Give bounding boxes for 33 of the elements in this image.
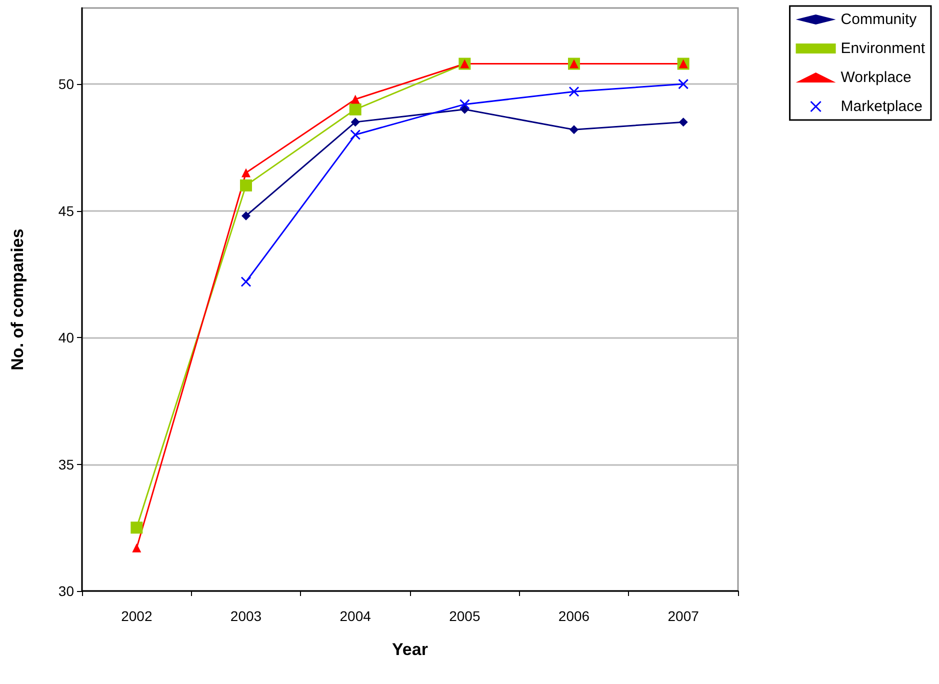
point: [678, 78, 689, 90]
y-tick-label: 50: [58, 76, 74, 92]
y-tick-label: 30: [58, 583, 74, 599]
x-tick-label: 2007: [668, 608, 700, 624]
point: [350, 129, 361, 140]
x-tick-label: 2005: [449, 608, 480, 624]
y-tick-label: 45: [58, 202, 74, 219]
point: [350, 118, 360, 127]
point: [678, 118, 688, 127]
y-tick-label: 35: [58, 456, 74, 472]
legend-label: Marketplace: [840, 98, 922, 115]
point: [242, 168, 250, 178]
point: [132, 543, 142, 552]
point: [570, 125, 578, 134]
legend-label: Environment: [840, 40, 926, 57]
point: [240, 276, 252, 288]
point: [350, 94, 360, 104]
x-tick-label: 2003: [230, 608, 262, 624]
point: [240, 179, 252, 192]
point: [130, 522, 143, 534]
point: [242, 211, 250, 220]
y-axis-title: No. of companies: [8, 228, 27, 370]
point: [349, 103, 362, 116]
legend-label: Community: [840, 11, 918, 28]
point: [459, 99, 470, 110]
x-axis-title: Year: [392, 640, 428, 659]
point: [460, 104, 470, 114]
point: [568, 86, 580, 97]
x-tick-label: 2006: [558, 608, 590, 624]
x-tick-label: 2002: [121, 608, 152, 624]
y-tick-label: 40: [58, 330, 74, 346]
legend-label: Workplace: [840, 69, 912, 86]
x-tick-label: 2004: [340, 608, 372, 624]
